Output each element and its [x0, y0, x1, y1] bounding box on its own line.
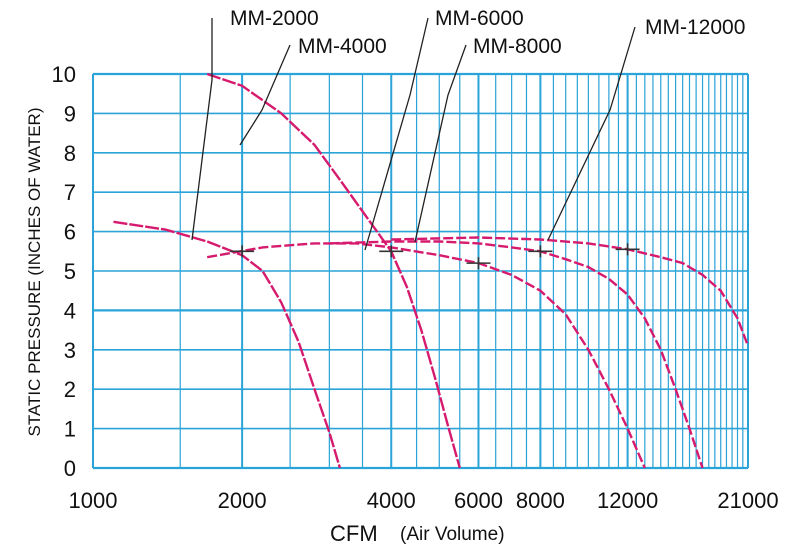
series-label: MM-4000 [298, 35, 387, 58]
series-curve-mm-6000 [206, 242, 646, 469]
series-label: MM-12000 [645, 16, 745, 39]
x-tick-label: 21000 [717, 488, 778, 513]
y-tick-label: 6 [64, 220, 76, 245]
leader-line [364, 17, 429, 251]
leader-lines [191, 17, 636, 251]
y-tick-label: 5 [64, 259, 76, 284]
x-tick-label: 1000 [69, 488, 118, 513]
y-tick-label: 2 [64, 377, 76, 402]
leader-line [239, 44, 291, 146]
rating-markers [230, 243, 640, 270]
leader-line [414, 44, 467, 243]
grid [92, 72, 749, 470]
x-tick-label: 4000 [367, 488, 416, 513]
curves [113, 72, 750, 469]
y-tick-label: 1 [64, 417, 76, 442]
series-curve-mm-4000 [206, 72, 461, 469]
x-axis-title: CFM [330, 521, 378, 546]
series-curve-mm-8000 [329, 240, 704, 469]
y-tick-label: 7 [64, 180, 76, 205]
x-tick-label: 2000 [218, 488, 267, 513]
y-tick-label: 9 [64, 101, 76, 126]
leader-line [191, 18, 213, 241]
y-axis-title: STATIC PRESSURE (INCHES OF WATER) [25, 108, 44, 437]
series-curve-mm-2000 [113, 220, 342, 469]
series-label: MM-6000 [435, 7, 524, 30]
y-tick-label: 3 [64, 338, 76, 363]
labels: MM-2000 MM-4000 MM-6000 MM-8000 MM-12000 0 1 2 3… [25, 7, 779, 546]
y-tick-label: 8 [64, 141, 76, 166]
leader-line [547, 26, 636, 241]
x-tick-label: 8000 [516, 488, 565, 513]
x-axis-subtitle: (Air Volume) [400, 524, 505, 545]
series-label: MM-2000 [230, 7, 319, 30]
y-tick-label: 10 [52, 62, 76, 87]
y-tick-label: 0 [64, 456, 76, 481]
series-curve-mm-12000 [391, 236, 750, 347]
series-label: MM-8000 [473, 35, 562, 58]
y-tick-label: 4 [64, 298, 76, 323]
x-tick-label: 12000 [597, 488, 658, 513]
x-tick-label: 6000 [454, 488, 503, 513]
